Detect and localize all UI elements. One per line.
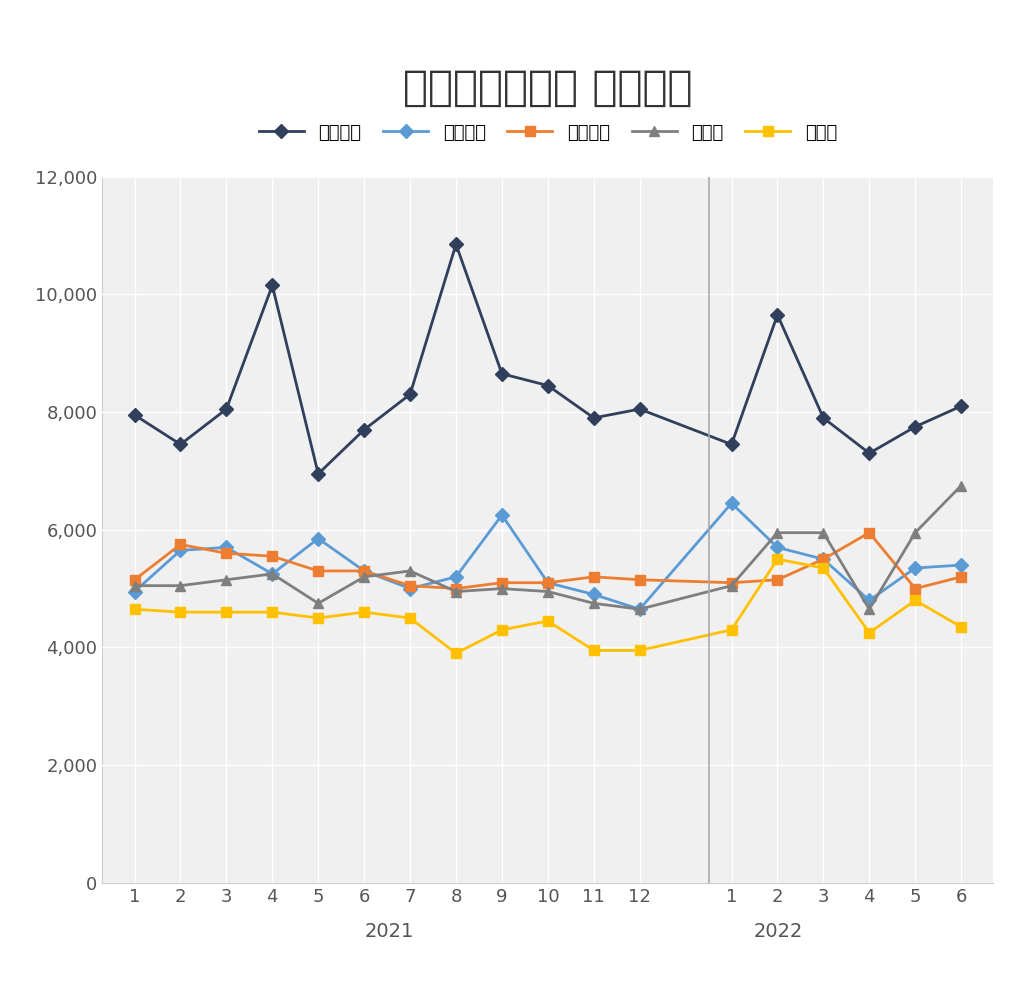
東京都下 [450, 571, 462, 583]
Line: 埼玉県: 埼玉県 [130, 481, 966, 614]
神奈川県 [128, 574, 140, 586]
東京区部 [266, 280, 279, 291]
東京都下 [634, 603, 646, 615]
埼玉県 [909, 527, 922, 539]
埼玉県 [403, 565, 416, 577]
Legend: 東京区部, 東京都下, 神奈川県, 埼玉県, 千葉県: 東京区部, 東京都下, 神奈川県, 埼玉県, 千葉県 [250, 115, 846, 151]
千葉県 [863, 627, 876, 639]
Text: 2022: 2022 [754, 922, 803, 941]
埼玉県 [588, 597, 600, 609]
埼玉県 [450, 586, 462, 597]
神奈川県 [266, 550, 279, 562]
Line: 千葉県: 千葉県 [130, 554, 966, 658]
神奈川県 [588, 571, 600, 583]
千葉県 [266, 606, 279, 618]
埼玉県 [174, 580, 186, 592]
東京区部 [725, 439, 737, 450]
千葉県 [909, 594, 922, 606]
神奈川県 [771, 574, 783, 586]
東京都下 [817, 553, 829, 565]
神奈川県 [312, 565, 325, 577]
神奈川県 [634, 574, 646, 586]
千葉県 [174, 606, 186, 618]
東京都下 [496, 509, 508, 521]
東京区部 [312, 468, 325, 480]
神奈川県 [542, 577, 554, 589]
東京都下 [128, 586, 140, 597]
千葉県 [450, 647, 462, 659]
神奈川県 [358, 565, 371, 577]
東京区部 [128, 409, 140, 421]
神奈川県 [496, 577, 508, 589]
神奈川県 [817, 553, 829, 565]
東京区部 [771, 309, 783, 321]
埼玉県 [863, 603, 876, 615]
Text: 2021: 2021 [365, 922, 414, 941]
埼玉県 [771, 527, 783, 539]
東京区部 [634, 403, 646, 415]
東京都下 [955, 559, 968, 571]
東京区部 [403, 388, 416, 400]
東京都下 [266, 568, 279, 580]
東京区部 [358, 424, 371, 436]
神奈川県 [955, 571, 968, 583]
東京区部 [450, 238, 462, 250]
東京区部 [863, 447, 876, 459]
東京区部 [496, 368, 508, 380]
東京都下 [725, 497, 737, 509]
東京都下 [588, 589, 600, 600]
東京区部 [588, 412, 600, 424]
東京区部 [955, 400, 968, 412]
東京区部 [817, 412, 829, 424]
神奈川県 [863, 527, 876, 539]
埼玉県 [128, 580, 140, 592]
千葉県 [725, 624, 737, 636]
神奈川県 [403, 580, 416, 592]
千葉県 [542, 615, 554, 627]
東京都下 [358, 565, 371, 577]
埼玉県 [955, 480, 968, 491]
東京区部 [909, 421, 922, 433]
埼玉県 [817, 527, 829, 539]
東京都下 [909, 562, 922, 574]
千葉県 [771, 553, 783, 565]
東京都下 [403, 583, 416, 594]
埼玉県 [312, 597, 325, 609]
東京都下 [542, 577, 554, 589]
神奈川県 [909, 583, 922, 594]
千葉県 [403, 612, 416, 624]
東京都下 [863, 594, 876, 606]
埼玉県 [358, 571, 371, 583]
千葉県 [634, 645, 646, 656]
埼玉県 [220, 574, 232, 586]
神奈川県 [725, 577, 737, 589]
東京区部 [174, 439, 186, 450]
東京区部 [220, 403, 232, 415]
神奈川県 [220, 547, 232, 559]
千葉県 [588, 645, 600, 656]
埼玉県 [542, 586, 554, 597]
千葉県 [220, 606, 232, 618]
千葉県 [358, 606, 371, 618]
千葉県 [955, 621, 968, 633]
埼玉県 [266, 568, 279, 580]
千葉県 [817, 562, 829, 574]
東京区部 [542, 380, 554, 391]
千葉県 [128, 603, 140, 615]
Line: 東京区部: 東京区部 [130, 239, 966, 479]
埼玉県 [725, 580, 737, 592]
千葉県 [312, 612, 325, 624]
Line: 神奈川県: 神奈川県 [130, 528, 966, 594]
千葉県 [496, 624, 508, 636]
Title: 新築マンション 販売価格: 新築マンション 販売価格 [403, 67, 692, 109]
埼玉県 [634, 603, 646, 615]
埼玉県 [496, 583, 508, 594]
東京都下 [312, 533, 325, 544]
東京都下 [771, 542, 783, 553]
東京都下 [220, 542, 232, 553]
東京都下 [174, 544, 186, 556]
Line: 東京都下: 東京都下 [130, 498, 966, 614]
神奈川県 [450, 583, 462, 594]
神奈川県 [174, 539, 186, 550]
